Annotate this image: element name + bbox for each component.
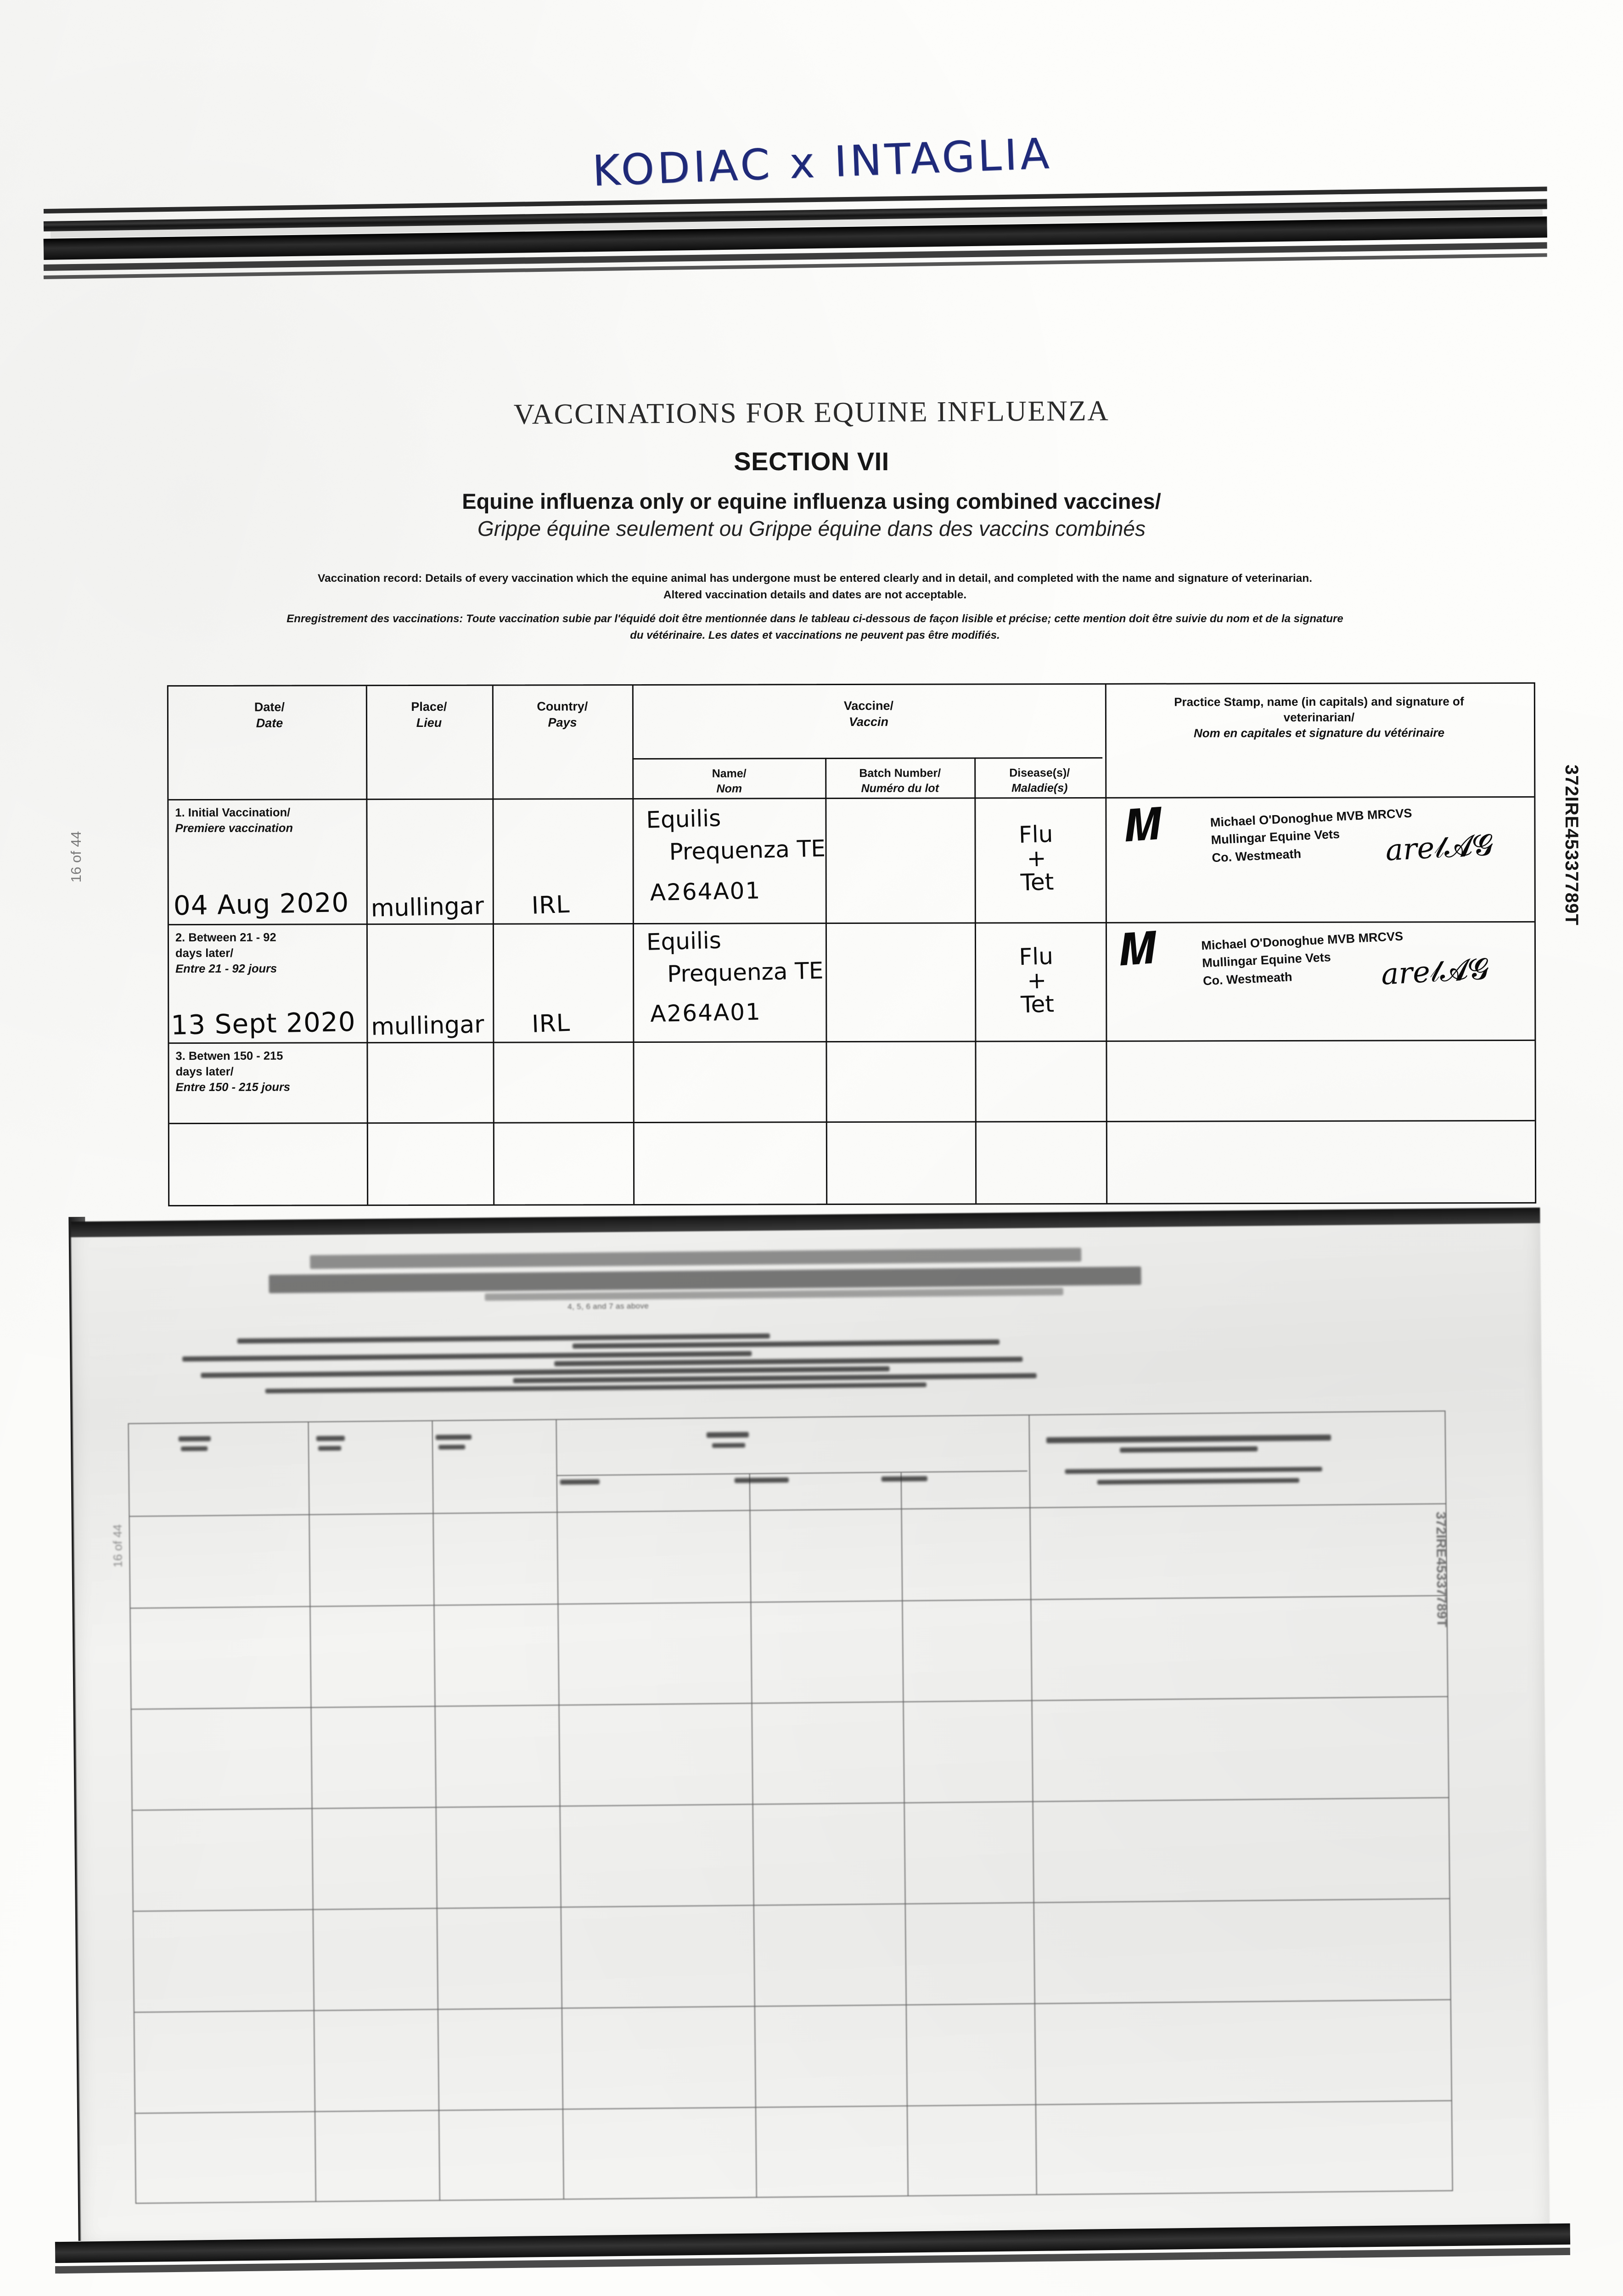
blurred-text-smudge xyxy=(178,1436,211,1442)
blurred-text-smudge xyxy=(318,1446,342,1451)
table-row-divider xyxy=(169,1120,1535,1125)
blurred-text-smudge xyxy=(310,1248,1082,1269)
blurred-text-smudge xyxy=(316,1435,345,1441)
page-title: VACCINATIONS FOR EQUINE INFLUENZA xyxy=(513,394,1110,430)
row-1-batch-value: A264A01 xyxy=(650,877,761,906)
blurred-row-divider xyxy=(129,1503,1446,1517)
row-2-vaccine-name-line2: Prequenza TE xyxy=(667,957,824,988)
row-2-vaccine-name-line1: Equilis xyxy=(646,927,722,956)
row-2-signature-left: 𝑴 xyxy=(1117,922,1159,976)
blurred-table xyxy=(128,1410,1453,2204)
instructions-english: Vaccination record: Details of every vac… xyxy=(115,570,1515,603)
row-2-country-value: IRL xyxy=(531,1009,571,1038)
table-column-divider xyxy=(974,757,977,1204)
secondary-scan-overlay: 4, 5, 6 and 7 as above 372IRE45337789T 1… xyxy=(71,1207,1550,2248)
instructions-english-line2: Altered vaccination details and dates ar… xyxy=(663,588,967,601)
blurred-page-number: 16 of 44 xyxy=(110,1524,125,1568)
blurred-text-smudge xyxy=(438,1445,466,1450)
row-label-initial-vaccination: 1. Initial Vaccination/ Premiere vaccina… xyxy=(175,806,293,835)
blurred-text-smudge xyxy=(706,1432,749,1438)
blurred-row-divider xyxy=(556,1470,1028,1476)
blurred-text-smudge xyxy=(265,1382,927,1394)
blurred-row-divider xyxy=(130,1595,1447,1609)
row-1-vaccine-name-line1: Equilis xyxy=(646,805,721,833)
column-header-vaccine: Vaccine/ Vaccin xyxy=(843,698,893,729)
blurred-row-divider xyxy=(133,1898,1449,1912)
column-header-vaccine-name: Name/ Nom xyxy=(712,767,747,795)
column-header-date: Date/ Date xyxy=(254,700,285,730)
table-column-divider xyxy=(825,758,828,1204)
row-2-place-value: mullingar xyxy=(371,1011,485,1041)
row-2-disease-value: Flu + Tet xyxy=(1018,943,1055,1019)
column-header-place: Place/ Lieu xyxy=(411,699,447,730)
passport-id-vertical: 372IRE45337789T xyxy=(1561,765,1582,926)
subtitle-english: Equine influenza only or equine influenz… xyxy=(462,489,1161,513)
blurred-footer-hint: 4, 5, 6 and 7 as above xyxy=(567,1301,649,1311)
blurred-text-smudge xyxy=(734,1477,789,1483)
column-header-batch-number: Batch Number/ Numéro du lot xyxy=(859,766,941,795)
column-header-disease: Disease(s)/ Maladie(s) xyxy=(1009,766,1070,794)
row-1-signature-right: 𝑎𝑟𝑒𝓁𝓐𝓖 xyxy=(1384,827,1494,868)
section-heading: SECTION VII xyxy=(734,447,889,476)
row-label-third-vaccination: 3. Betwen 150 - 215 days later/ Entre 15… xyxy=(175,1049,291,1094)
vaccination-table: Date/ Date Place/ Lieu Country/ Pays Vac… xyxy=(167,682,1537,1207)
blurred-text-smudge xyxy=(554,1356,1023,1367)
row-2-date-value: 13 Sept 2020 xyxy=(170,1006,356,1041)
blurred-text-smudge xyxy=(572,1339,1000,1349)
table-column-divider xyxy=(1105,684,1108,1203)
row-1-signature-left: 𝑴 xyxy=(1122,798,1164,852)
instructions-english-line1: Vaccination record: Details of every vac… xyxy=(317,572,1313,585)
row-1-place-value: mullingar xyxy=(371,892,484,923)
blurred-column-divider xyxy=(749,1473,757,2197)
blurred-text-smudge xyxy=(560,1479,600,1485)
blurred-text-smudge xyxy=(435,1435,472,1440)
blurred-passport-id: 372IRE45337789T xyxy=(1433,1511,1449,1627)
row-label-second-vaccination: 2. Between 21 - 92 days later/ Entre 21 … xyxy=(175,931,277,976)
blurred-column-divider xyxy=(1028,1415,1037,2195)
row-1-country-value: IRL xyxy=(531,890,571,920)
table-column-divider xyxy=(632,685,635,1204)
row-1-vaccine-name-line2: Prequenza TE xyxy=(668,835,826,866)
blurred-text-smudge xyxy=(881,1476,927,1482)
row-1-practice-stamp: Michael O'Donoghue MVB MRCVS Mullingar E… xyxy=(1210,806,1413,865)
subtitle-french: Grippe équine seulement ou Grippe équine… xyxy=(477,517,1146,540)
row-1-date-value: 04 Aug 2020 xyxy=(173,886,349,922)
blurred-row-divider xyxy=(132,1797,1449,1811)
column-header-country: Country/ Pays xyxy=(537,699,588,730)
row-2-batch-value: A264A01 xyxy=(650,998,762,1028)
handwritten-horse-name: KODIAC x INTAGLIA xyxy=(591,129,1053,196)
blurred-text-smudge xyxy=(712,1443,746,1448)
blurred-column-divider xyxy=(308,1422,316,2201)
blurred-column-divider xyxy=(556,1420,564,2199)
table-column-divider xyxy=(492,686,495,1204)
blurred-text-smudge xyxy=(181,1446,208,1452)
table-row-divider xyxy=(168,796,1534,801)
table-column-divider xyxy=(365,686,369,1205)
row-2-signature-right: 𝑎𝑟𝑒𝓁𝓐𝓖 xyxy=(1380,952,1490,992)
blurred-text-smudge xyxy=(513,1373,1037,1384)
instructions-french-line1: Enregistrement des vaccinations: Toute v… xyxy=(286,613,1343,625)
blurred-column-divider xyxy=(432,1421,440,2200)
instructions-french: Enregistrement des vaccinations: Toute v… xyxy=(115,611,1515,644)
row-1-disease-value: Flu + Tet xyxy=(1018,821,1055,896)
instructions-french-line2: du vétérinaire. Les dates et vaccination… xyxy=(630,629,1000,642)
blurred-column-divider xyxy=(900,1472,909,2196)
blurred-row-divider xyxy=(131,1696,1448,1710)
page-number-vertical: 16 of 44 xyxy=(68,831,84,883)
column-header-vet-stamp: Practice Stamp, name (in capitals) and s… xyxy=(1174,694,1464,740)
scan-artifact-band xyxy=(71,1207,1540,1238)
table-row-divider xyxy=(632,757,1103,760)
blurred-row-divider xyxy=(135,2100,1451,2114)
row-2-practice-stamp: Michael O'Donoghue MVB MRCVS Mullingar E… xyxy=(1201,929,1404,988)
blurred-row-divider xyxy=(134,1999,1450,2013)
